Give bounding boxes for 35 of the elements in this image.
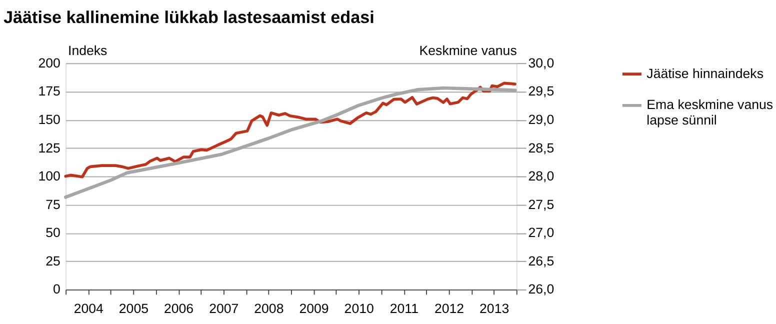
- y2-tick-label: 26,5: [528, 253, 554, 268]
- y-tick-label: 175: [38, 84, 60, 99]
- y2-tick-label: 29,0: [528, 112, 554, 127]
- y2-tick-label: 28,0: [528, 168, 554, 184]
- x-tick-label: 2007: [209, 300, 239, 316]
- y-tick-label: 125: [38, 140, 60, 156]
- x-tick-label: 2012: [434, 300, 464, 316]
- y-tick-label: 75: [46, 196, 60, 212]
- legend-label: Ema keskmine vanus lapse sünnil: [646, 97, 774, 128]
- y-tick-label: 25: [46, 253, 60, 268]
- x-tick-label: 2009: [299, 300, 329, 316]
- y2-tick-label: 26,0: [528, 282, 554, 297]
- legend-label: Jäätise hinnaindeks: [646, 66, 764, 81]
- line-series: [64, 82, 516, 178]
- x-tick-label: 2004: [74, 300, 104, 316]
- y2-tick-label: 28,5: [528, 140, 554, 156]
- line-series: [64, 86, 517, 199]
- y-tick-label: 50: [46, 225, 60, 240]
- y2-tick-label: 27,0: [528, 225, 554, 240]
- x-tick-label: 2011: [390, 300, 418, 316]
- x-tick-label: 2010: [344, 300, 374, 316]
- x-tick-label: 2006: [164, 300, 194, 316]
- y-tick-label: 0: [52, 282, 60, 297]
- chart-title: Jäätise kallinemine lükkab lastesaamist edasi: [3, 8, 374, 28]
- y2-tick-label: 30,0: [528, 55, 554, 70]
- x-tick-label: 2013: [480, 300, 510, 316]
- y2-tick-label: 29,5: [528, 84, 554, 99]
- x-tick-label: 2005: [118, 300, 149, 316]
- x-tick-label: 2008: [254, 300, 284, 316]
- y2-tick-label: 27,5: [528, 196, 554, 212]
- y-tick-label: 150: [38, 112, 60, 127]
- y-axis-title: Indeks: [68, 43, 108, 58]
- y-tick-label: 100: [38, 168, 60, 184]
- y2-axis-title: Keskmine vanus: [419, 43, 518, 58]
- y-tick-label: 200: [38, 55, 60, 70]
